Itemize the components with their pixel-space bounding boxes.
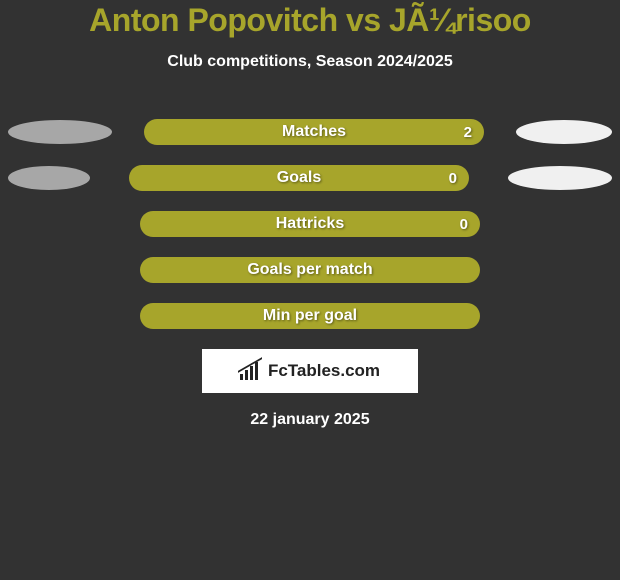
- stat-bar: Min per goal: [140, 303, 480, 329]
- stat-label: Goals per match: [140, 261, 480, 279]
- logo-icon: [240, 362, 262, 380]
- stat-bar: Hattricks 0: [140, 211, 480, 237]
- stat-row-matches: Matches 2: [8, 119, 612, 145]
- stat-bar: Goals per match: [140, 257, 480, 283]
- stat-value: 0: [449, 170, 457, 187]
- stat-row-goals-per-match: Goals per match: [8, 257, 612, 283]
- page-title: Anton Popovitch vs JÃ¼risoo: [89, 2, 531, 39]
- stat-row-hattricks: Hattricks 0: [8, 211, 612, 237]
- logo-text: FcTables.com: [268, 361, 380, 381]
- stat-row-goals: Goals 0: [8, 165, 612, 191]
- stat-label: Goals: [129, 169, 469, 187]
- stat-bar: Matches 2: [144, 119, 484, 145]
- stat-label: Hattricks: [140, 215, 480, 233]
- stat-value: 0: [460, 216, 468, 233]
- right-lozenge: [516, 120, 612, 144]
- stat-label: Min per goal: [140, 307, 480, 325]
- subtitle: Club competitions, Season 2024/2025: [167, 53, 452, 71]
- stat-row-min-per-goal: Min per goal: [8, 303, 612, 329]
- stat-value: 2: [464, 124, 472, 141]
- stat-rows: Matches 2 Goals 0 Hattricks 0 Goals: [0, 119, 620, 329]
- stat-label: Matches: [144, 123, 484, 141]
- right-lozenge: [508, 166, 612, 190]
- date-label: 22 january 2025: [250, 411, 369, 429]
- logo-box: FcTables.com: [202, 349, 418, 393]
- left-lozenge: [8, 120, 112, 144]
- left-lozenge: [8, 166, 90, 190]
- stat-bar: Goals 0: [129, 165, 469, 191]
- comparison-card: Anton Popovitch vs JÃ¼risoo Club competi…: [0, 0, 620, 580]
